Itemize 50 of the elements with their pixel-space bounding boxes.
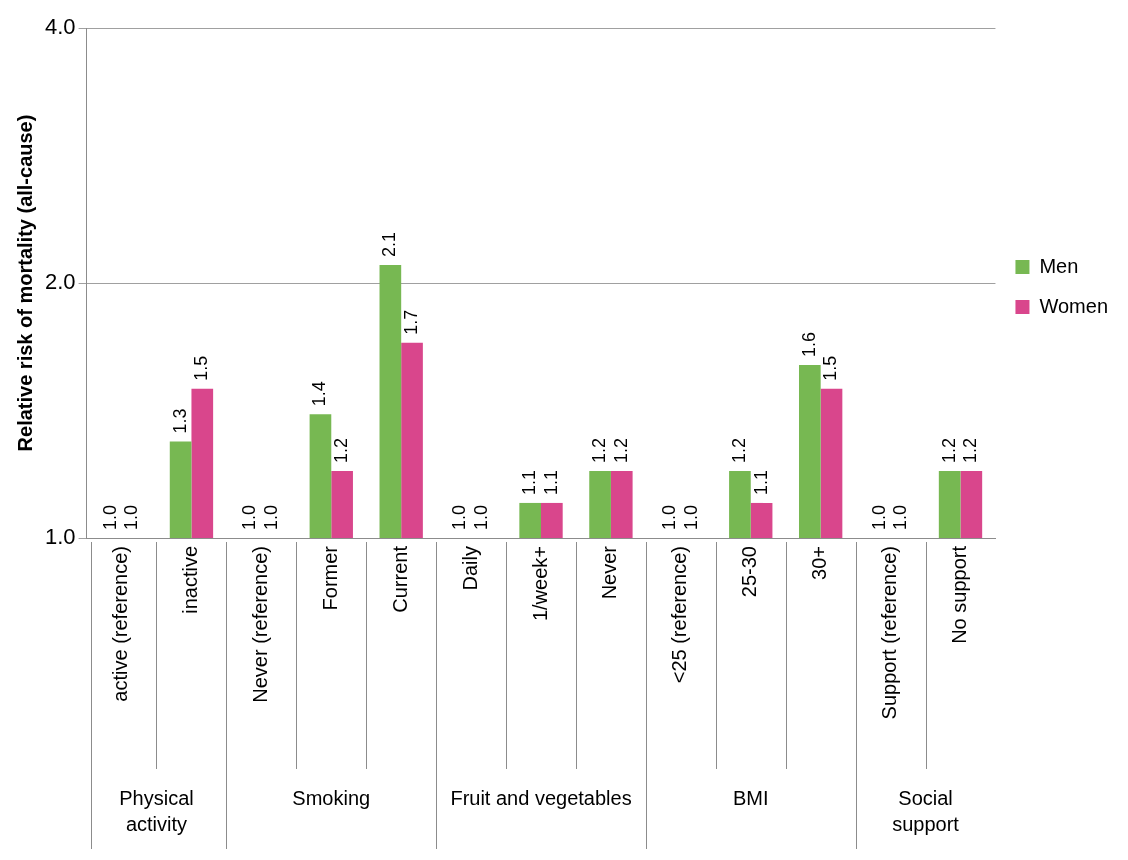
x-tick-label: Support (reference)	[878, 546, 901, 720]
text: Fruit and vegetables	[450, 786, 632, 809]
data-label: 1.3	[169, 408, 190, 434]
x-tick-label: Never	[598, 545, 621, 600]
y-tick-label: 1.0	[44, 524, 76, 550]
data-label: 2.1	[379, 232, 400, 258]
legend-label: Men	[1039, 254, 1079, 277]
data-label: 1.2	[610, 437, 631, 463]
text: BMI	[732, 786, 769, 809]
data-label: 1.1	[750, 469, 771, 495]
x-tick-label: active (reference)	[109, 546, 132, 702]
data-label: 1.2	[331, 437, 352, 463]
data-label: 1.0	[890, 504, 911, 530]
text: Smoking	[292, 786, 371, 809]
data-label: 1.1	[540, 469, 561, 495]
data-label: 1.5	[820, 355, 841, 381]
x-tick-label: Former	[318, 545, 341, 611]
data-label: 1.0	[449, 504, 470, 530]
data-label: 1.2	[589, 437, 610, 463]
legend-label: Women	[1039, 294, 1108, 317]
x-tick-label: Never (reference)	[248, 546, 271, 703]
x-tick-label: 30+	[808, 546, 831, 580]
x-tick-label: inactive	[178, 546, 201, 614]
x-tick-label: <25 (reference)	[668, 546, 691, 684]
x-tick-label: No support	[948, 545, 971, 644]
x-tick-label: 1/week+	[528, 546, 551, 622]
text: Physical activity	[119, 786, 194, 835]
data-label: 1.2	[938, 437, 959, 463]
data-label: 1.0	[680, 504, 701, 530]
data-label: 1.6	[798, 332, 819, 358]
data-label: 1.7	[401, 309, 421, 335]
data-label: 1.4	[309, 381, 330, 407]
text: Social support	[892, 786, 960, 835]
y-tick-label: 4.0	[44, 14, 76, 40]
data-label: 1.5	[191, 355, 212, 381]
data-label: 1.0	[239, 504, 260, 530]
data-label: 1.0	[121, 504, 142, 530]
x-tick-label: Daily	[458, 546, 481, 591]
y-tick-label: 2.0	[44, 269, 76, 295]
data-label: 1.0	[470, 504, 491, 530]
x-tick-label: Current	[388, 545, 411, 613]
y-axis-title: Relative risk of mortality (all-cause)	[13, 114, 36, 452]
data-label: 1.0	[261, 504, 282, 530]
data-label: 1.0	[99, 504, 120, 530]
data-label: 1.2	[960, 437, 981, 463]
x-tick-label: 25-30	[738, 546, 761, 598]
data-label: 1.0	[868, 504, 889, 530]
data-label: 1.0	[658, 504, 679, 530]
data-label: 1.1	[519, 469, 540, 495]
data-label: 1.2	[728, 437, 749, 463]
